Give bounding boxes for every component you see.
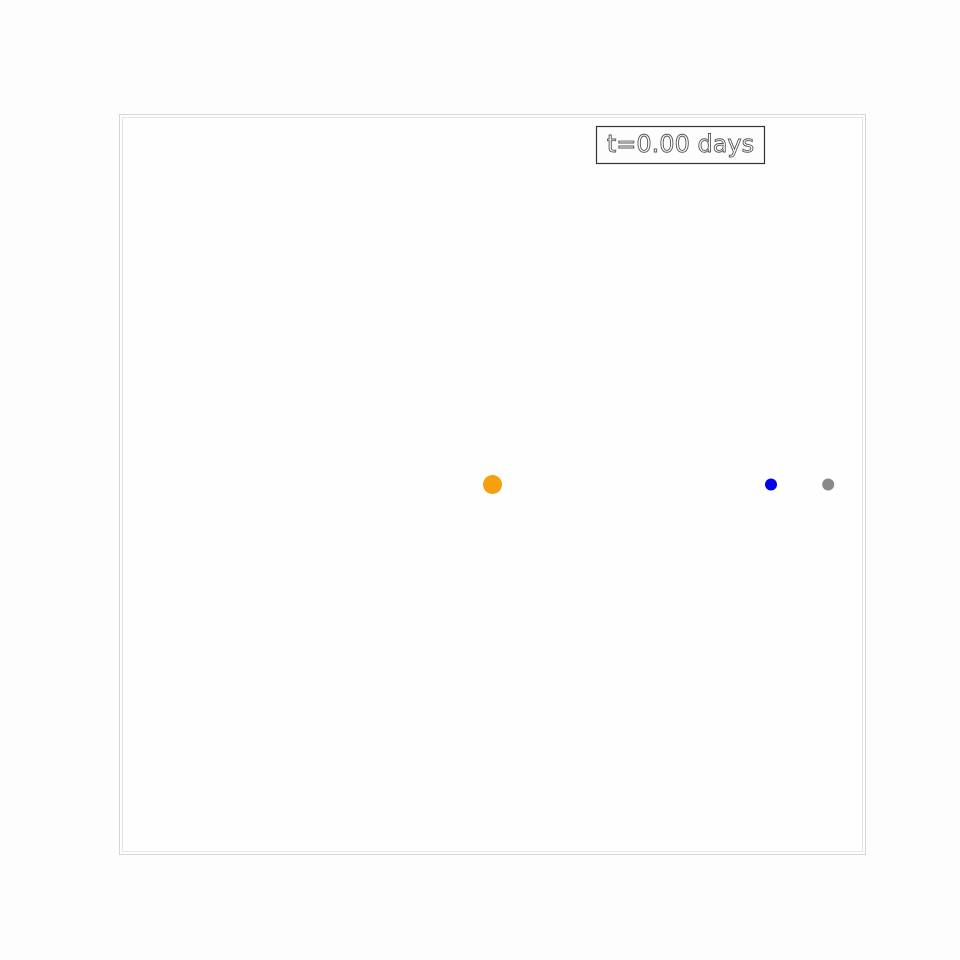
planet-point [765, 478, 778, 491]
axes-frame-inner [122, 117, 863, 852]
moon-point [822, 478, 835, 491]
time-label-border [595, 125, 766, 165]
time-label: t=0.00 days [607, 130, 754, 158]
sun-point [483, 475, 502, 494]
time-label-box: t=0.00 days [595, 125, 766, 165]
bodies-layer [483, 475, 835, 494]
